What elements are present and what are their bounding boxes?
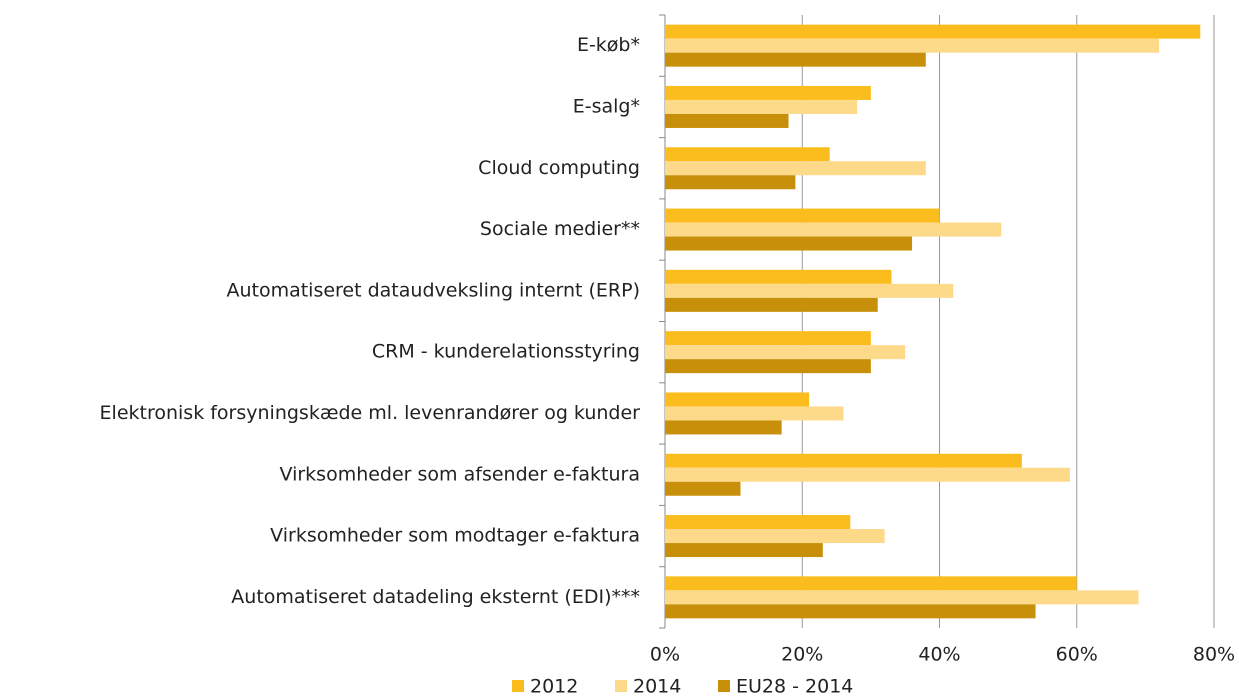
y-tick-label: CRM - kunderelationsstyring xyxy=(372,341,640,363)
bar xyxy=(665,359,871,374)
y-tick-label: E-salg* xyxy=(573,95,640,117)
legend-swatch xyxy=(615,680,627,692)
bar xyxy=(665,236,913,251)
bar xyxy=(665,38,1160,53)
bar xyxy=(665,147,830,162)
bar xyxy=(665,590,1139,605)
legend-label: EU28 - 2014 xyxy=(736,676,853,698)
bar xyxy=(665,453,1022,468)
y-tick-label: Cloud computing xyxy=(478,157,640,179)
x-tick-label: 60% xyxy=(1056,644,1098,666)
y-tick-label: Automatiseret dataudveksling internt (ER… xyxy=(226,279,640,301)
legend-label: 2012 xyxy=(530,676,578,698)
bar xyxy=(665,406,844,421)
bar xyxy=(665,481,741,496)
bar xyxy=(665,269,892,284)
bar xyxy=(665,543,823,558)
y-tick-label: Elektronisk forsyningskæde ml. levenrand… xyxy=(100,402,641,424)
x-tick-label: 40% xyxy=(918,644,960,666)
bar xyxy=(665,99,858,114)
y-tick-label: Virksomheder som afsender e-faktura xyxy=(280,463,641,485)
bar xyxy=(665,297,878,312)
bar xyxy=(665,515,851,530)
bar xyxy=(665,576,1077,591)
bar xyxy=(665,208,940,223)
y-tick-label: Automatiseret datadeling eksternt (EDI)*… xyxy=(231,586,640,608)
y-tick-label: Virksomheder som modtager e-faktura xyxy=(270,525,640,547)
bar xyxy=(665,222,1002,237)
bar xyxy=(665,392,810,407)
y-tick-label: Sociale medier** xyxy=(480,218,640,240)
bar xyxy=(665,467,1070,482)
legend-swatch xyxy=(718,680,730,692)
legend-label: 2014 xyxy=(633,676,681,698)
bar xyxy=(665,283,954,298)
bar xyxy=(665,175,796,190)
legend-swatch xyxy=(512,680,524,692)
bar xyxy=(665,52,926,67)
bar xyxy=(665,85,871,100)
bar xyxy=(665,604,1036,619)
bar xyxy=(665,331,871,346)
x-tick-label: 20% xyxy=(781,644,823,666)
y-tick-label: E-køb* xyxy=(577,34,640,56)
bar xyxy=(665,345,906,360)
bar xyxy=(665,420,782,435)
x-tick-label: 0% xyxy=(650,644,680,666)
x-tick-label: 80% xyxy=(1193,644,1235,666)
bar xyxy=(665,529,885,544)
bar xyxy=(665,24,1201,39)
bar xyxy=(665,161,926,176)
bar xyxy=(665,113,789,128)
